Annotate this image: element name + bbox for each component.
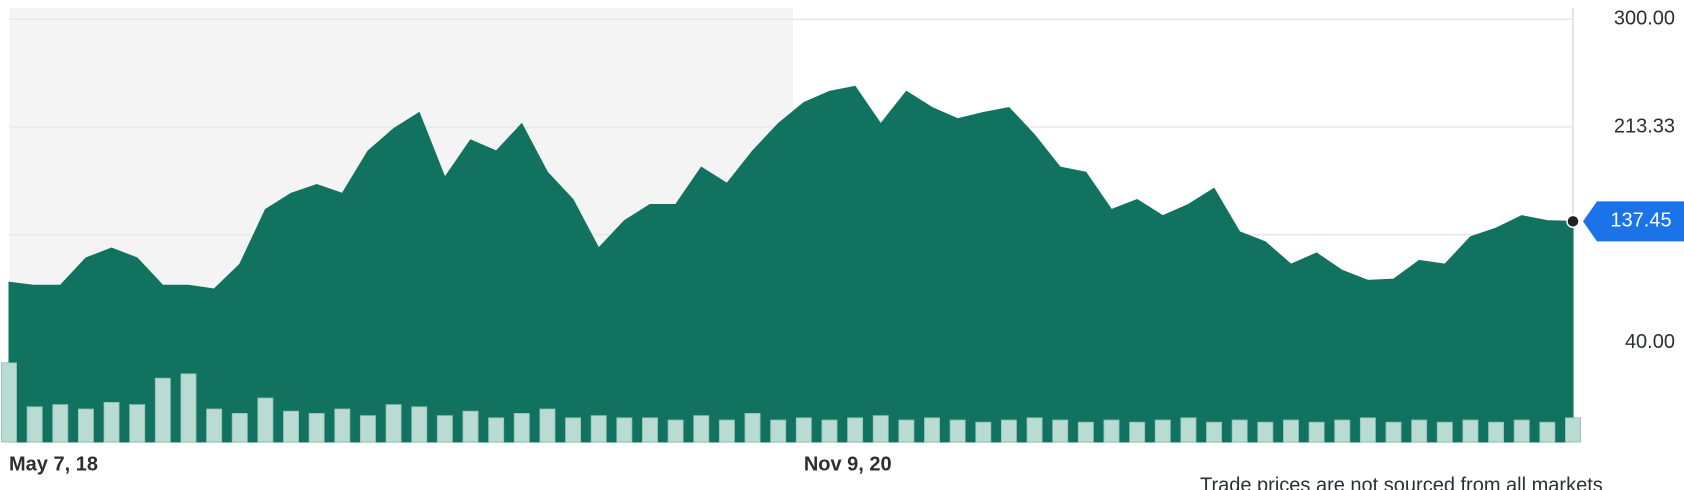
x-tick-label: May 7, 18 [9, 453, 98, 475]
volume-bar [231, 412, 248, 443]
volume-bar [103, 401, 120, 443]
volume-bar [539, 408, 556, 443]
volume-bar [308, 412, 325, 443]
volume-bar [1565, 417, 1581, 443]
volume-bar [1129, 421, 1146, 443]
volume-bar [1334, 419, 1351, 443]
volume-bar [693, 415, 710, 443]
volume-bar [488, 417, 505, 443]
volume-bar [898, 419, 915, 443]
last-price-label: 137.45 [1610, 210, 1671, 232]
volume-bar [283, 410, 300, 443]
volume-bar [590, 415, 607, 443]
volume-bar [1513, 419, 1530, 443]
footnote: Trade prices are not sourced from all ma… [1200, 474, 1603, 490]
volume-bar [1206, 421, 1223, 443]
volume-bar [1052, 419, 1069, 443]
volume-bar [1539, 421, 1556, 443]
volume-bar [924, 417, 940, 443]
volume-bar [1180, 417, 1197, 443]
x-tick-label: Nov 9, 20 [804, 453, 892, 475]
volume-bar [1026, 417, 1043, 443]
volume-bar [26, 406, 43, 443]
volume-bar [52, 404, 69, 443]
volume-bar [1488, 421, 1505, 443]
volume-bar [795, 417, 812, 443]
volume-bar [411, 406, 428, 443]
volume-bar [872, 415, 889, 443]
volume-bar [718, 419, 735, 443]
volume-bar [565, 417, 582, 443]
volume-bar [1231, 419, 1248, 443]
volume-bar [180, 373, 197, 443]
price-area [8, 85, 1574, 443]
volume-bar [1308, 421, 1325, 443]
volume-bar [462, 410, 479, 443]
volume-bar [154, 377, 171, 443]
volume-bar [206, 408, 223, 443]
volume-bar [744, 412, 761, 443]
volume-bar [667, 419, 684, 443]
y-tick-label: 213.33 [1614, 115, 1675, 137]
volume-bar [1000, 419, 1017, 443]
volume-bar [385, 404, 402, 443]
volume-bar [257, 397, 274, 443]
volume-bar [334, 408, 351, 443]
last-point [1566, 214, 1580, 229]
volume-bar [1, 362, 17, 443]
y-tick-label: 40.00 [1625, 331, 1675, 353]
volume-bar [1077, 421, 1094, 443]
volume-bar [616, 417, 633, 443]
volume-bar [642, 417, 658, 443]
volume-bar [1359, 417, 1376, 443]
volume-bar [975, 421, 992, 443]
volume-bar [513, 412, 530, 443]
volume-bar [821, 419, 838, 443]
volume-bar [1282, 419, 1299, 443]
volume-bar [359, 415, 376, 443]
volume-bar [1257, 421, 1274, 443]
volume-bar [770, 419, 787, 443]
volume-bar [77, 408, 94, 443]
price-tag [1583, 201, 1684, 242]
volume-bar [1411, 419, 1428, 443]
volume-bar [129, 404, 146, 443]
volume-bar [436, 415, 453, 443]
volume-bar [1385, 421, 1402, 443]
volume-bar [1154, 419, 1171, 443]
volume-bar [949, 419, 966, 443]
volume-bar [1103, 419, 1120, 443]
y-tick-label: 300.00 [1614, 7, 1675, 29]
volume-bar [1462, 419, 1479, 443]
volume-bar [1436, 421, 1453, 443]
volume-bar [847, 417, 864, 443]
